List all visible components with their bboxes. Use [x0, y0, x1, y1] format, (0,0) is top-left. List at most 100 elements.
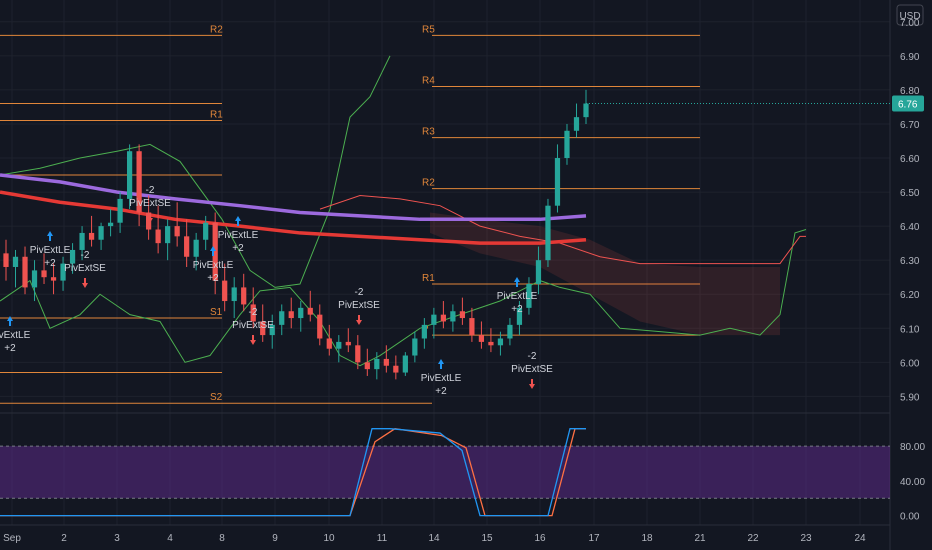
short-arrow-icon — [356, 315, 362, 325]
time-tick-label: 3 — [114, 533, 120, 544]
candles — [3, 89, 890, 380]
signal-label: PivExtSE — [232, 320, 274, 331]
price-tick-label: 6.80 — [900, 86, 920, 97]
candle-body — [459, 311, 466, 319]
candle-body — [298, 307, 304, 319]
signal-qty: -2 — [528, 351, 537, 362]
candle-body — [374, 358, 380, 370]
candle-body — [231, 287, 237, 302]
oscillator-panel — [0, 428, 890, 517]
candle-body — [98, 226, 104, 240]
time-tick-label: 2 — [61, 533, 67, 544]
pivot-level-label: R4 — [422, 76, 435, 87]
candle-body — [450, 311, 456, 322]
time-axis: Sep 2 3 4 8 9 10 11 14 15 16 17 18 21 22 23 24 — [3, 533, 866, 544]
price-tick-label: 6.90 — [900, 52, 920, 63]
candle-body — [545, 205, 551, 261]
candle-body — [440, 314, 446, 322]
price-tick-label: 6.50 — [900, 188, 920, 199]
candle-body — [155, 229, 161, 244]
candle-body — [535, 260, 542, 285]
currency-label: USD — [899, 11, 920, 22]
candle-body — [564, 130, 570, 159]
time-tick-label: 17 — [588, 533, 600, 544]
signal-qty: +2 — [435, 386, 447, 397]
candle-body — [412, 338, 418, 356]
candle-body — [88, 232, 95, 240]
currency-badge[interactable] — [896, 4, 924, 26]
signal-label: PivExtLE — [421, 373, 462, 384]
signal-label: PivExtSE — [129, 198, 171, 209]
candle-body — [554, 158, 561, 206]
candle-body — [421, 324, 427, 339]
price-tick-label: 6.70 — [900, 120, 920, 131]
signal-qty: +2 — [232, 243, 244, 254]
moving-averages — [0, 173, 587, 245]
candle-body — [126, 151, 133, 199]
signal-label: PivExtLE — [0, 330, 31, 341]
candle-body — [69, 249, 76, 264]
short-arrow-icon — [529, 379, 535, 389]
long-arrow-icon — [7, 316, 13, 326]
candle-body — [250, 304, 256, 322]
time-tick-label: 23 — [800, 533, 812, 544]
signal-label: PivExtLE — [30, 245, 71, 256]
long-arrow-icon — [438, 359, 444, 369]
price-tick-label: 6.10 — [900, 324, 920, 335]
candle-body — [488, 341, 494, 346]
candle-body — [393, 365, 399, 373]
time-tick-label: 24 — [854, 533, 866, 544]
pivot-levels: R5R4R3R2R1PR2R1S1S2 — [0, 24, 700, 404]
candle-body — [212, 222, 218, 281]
signal-label: PivExtSE — [511, 364, 553, 375]
time-tick-label: 21 — [694, 533, 706, 544]
candle-body — [431, 314, 437, 325]
candle-body — [279, 311, 285, 325]
signals: PivExtLE +2 -2 PivExtSE PivExtLE +2 -2 PivExtSE… — [0, 185, 553, 397]
signal-qty: -2 — [146, 185, 155, 196]
pivot-level-label: R3 — [422, 127, 435, 138]
candle-body — [469, 318, 475, 336]
long-arrow-icon — [210, 246, 216, 256]
long-arrow-icon — [235, 216, 241, 226]
osc-tick-label: 40.00 — [900, 477, 925, 488]
candle-body — [146, 212, 152, 230]
candle-body — [583, 103, 589, 118]
time-tick-label: 8 — [219, 533, 225, 544]
signal-label: PivExtSE — [64, 263, 106, 274]
time-tick-label: 14 — [428, 533, 440, 544]
time-tick-label: 11 — [377, 533, 388, 544]
price-axis: USD 7.00 6.90 6.80 6.70 6.60 6.50 6.40 6.30 6.20… — [892, 4, 925, 523]
time-tick-label: 10 — [323, 533, 335, 544]
candle-body — [12, 256, 19, 267]
pivot-level-label: S2 — [210, 392, 223, 403]
candle-body — [136, 151, 142, 213]
pivot-level-label: R5 — [422, 24, 435, 35]
channel-upper-line — [0, 55, 391, 288]
candle-body — [22, 256, 28, 288]
candle-body — [174, 226, 180, 237]
signal-label: PivExtLE — [497, 291, 538, 302]
candle-body — [165, 226, 171, 244]
candle-body — [41, 270, 47, 278]
price-tick-label: 6.30 — [900, 256, 920, 267]
pivot-level-label: S1 — [210, 307, 223, 318]
signal-label: PivExtSE — [338, 300, 380, 311]
candle-body — [573, 117, 580, 131]
signal-label: PivExtLE — [218, 230, 259, 241]
price-tick-label: 6.00 — [900, 358, 920, 369]
candle-body — [516, 307, 523, 325]
signal-label: PivExtLE — [193, 260, 234, 271]
candle-body — [355, 345, 361, 363]
stoch-band — [0, 446, 890, 499]
ema-fast-line — [0, 190, 587, 245]
candle-body — [497, 338, 504, 346]
candle-body — [184, 236, 190, 257]
osc-tick-label: 80.00 — [900, 442, 925, 453]
candle-body — [50, 277, 57, 281]
time-tick-label: 16 — [534, 533, 546, 544]
osc-tick-label: 0.00 — [900, 512, 920, 523]
price-tick-label: 5.90 — [900, 392, 920, 403]
time-tick-label: Sep — [3, 533, 21, 544]
